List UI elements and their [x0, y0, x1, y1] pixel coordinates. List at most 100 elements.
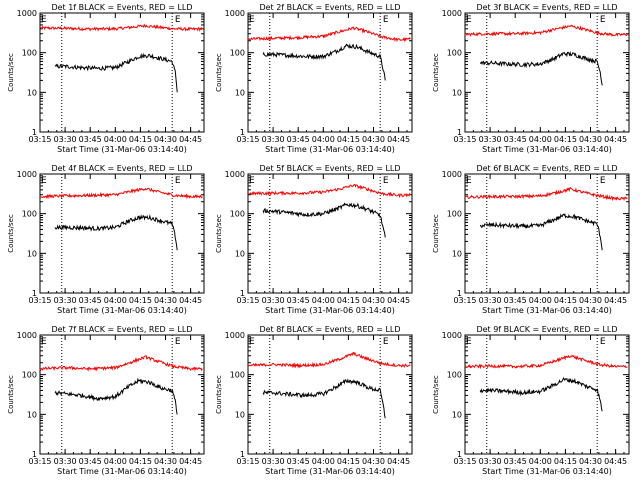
x-tick-label: 04:30 — [579, 296, 602, 305]
e-marker: E — [383, 337, 389, 347]
x-axis-label: Start Time (31-Mar-06 03:14:40) — [482, 306, 612, 315]
x-tick-label: 03:15 — [453, 296, 476, 305]
x-tick-label: 03:30 — [54, 135, 77, 144]
y-tick-label: 1000 — [225, 331, 245, 340]
lld-rate-line — [39, 187, 203, 200]
y-tick-label: 10 — [27, 88, 37, 97]
y-tick-label: 10 — [235, 88, 245, 97]
plot-frame — [247, 12, 413, 133]
x-axis-label: Start Time (31-Mar-06 03:14:40) — [57, 306, 187, 315]
x-tick-label: 03:30 — [479, 135, 502, 144]
x-tick-label: 03:30 — [262, 135, 285, 144]
events-rate-line — [54, 377, 178, 415]
x-tick-label: 03:30 — [54, 457, 77, 466]
y-tick-label: 1 — [457, 450, 462, 459]
y-tick-label: 100 — [22, 371, 37, 380]
lld-rate-line — [247, 26, 411, 43]
x-tick-label: 03:45 — [79, 296, 102, 305]
y-tick-label: 10 — [452, 410, 462, 419]
panel-title: Det 4f BLACK = Events, RED = LLD — [51, 164, 192, 173]
y-tick-label: 1000 — [442, 9, 462, 18]
x-tick-label: 04:45 — [179, 296, 202, 305]
y-tick-label: 1 — [32, 450, 37, 459]
x-tick-label: 03:15 — [236, 135, 259, 144]
y-tick-label: 10 — [27, 249, 37, 258]
lld-rate-line — [39, 23, 203, 32]
x-tick-label: 04:00 — [529, 296, 552, 305]
x-tick-label: 03:45 — [287, 135, 310, 144]
x-tick-label: 03:15 — [28, 296, 51, 305]
plot-frame — [464, 334, 630, 455]
y-axis-label: Counts/sec — [215, 375, 223, 414]
lld-rate-line — [247, 351, 411, 369]
y-tick-label: 1 — [240, 128, 245, 137]
e-marker: E — [600, 337, 606, 347]
detector-panel-7: Det 7f BLACK = Events, RED = LLD 1 10 100 10… — [7, 325, 205, 476]
x-tick-label: 04:15 — [129, 135, 152, 144]
x-tick-label: 03:15 — [28, 457, 51, 466]
e-marker: E — [466, 15, 472, 25]
y-tick-label: 1000 — [17, 331, 37, 340]
x-tick-label: 04:15 — [337, 135, 360, 144]
x-tick-label: 03:30 — [262, 457, 285, 466]
y-tick-label: 1 — [240, 450, 245, 459]
x-tick-label: 03:45 — [504, 296, 527, 305]
x-axis-label: Start Time (31-Mar-06 03:14:40) — [57, 145, 187, 154]
y-axis-label: Counts/sec — [7, 53, 15, 92]
x-tick-label: 03:45 — [504, 457, 527, 466]
y-tick-label: 1000 — [442, 331, 462, 340]
x-tick-label: 03:30 — [479, 296, 502, 305]
y-tick-label: 100 — [230, 371, 245, 380]
x-tick-label: 04:15 — [337, 296, 360, 305]
y-tick-label: 100 — [230, 210, 245, 219]
x-tick-label: 03:45 — [287, 296, 310, 305]
y-axis-label: Counts/sec — [432, 375, 440, 414]
plot-frame — [39, 334, 205, 455]
y-axis-label: Counts/sec — [215, 214, 223, 253]
detector-panel-1: Det 1f BLACK = Events, RED = LLD 1 10 100 10… — [7, 3, 205, 154]
x-tick-label: 04:00 — [104, 457, 127, 466]
plot-frame — [464, 12, 630, 133]
detector-panel-4: Det 4f BLACK = Events, RED = LLD 1 10 100 10… — [7, 164, 205, 315]
y-tick-label: 10 — [235, 410, 245, 419]
x-tick-label: 03:45 — [287, 457, 310, 466]
x-tick-label: 04:15 — [129, 457, 152, 466]
x-tick-label: 04:00 — [529, 457, 552, 466]
panel-title: Det 7f BLACK = Events, RED = LLD — [51, 325, 192, 334]
events-rate-line — [479, 377, 603, 412]
x-tick-label: 04:00 — [312, 457, 335, 466]
e-marker: E — [249, 176, 255, 186]
events-rate-line — [479, 212, 603, 251]
e-marker: E — [383, 15, 389, 25]
e-marker: E — [175, 15, 181, 25]
detector-panel-3: Det 3f BLACK = Events, RED = LLD 1 10 100 10… — [432, 3, 630, 154]
y-tick-label: 10 — [27, 410, 37, 419]
x-tick-label: 03:30 — [479, 457, 502, 466]
x-tick-label: 04:30 — [362, 296, 385, 305]
lld-rate-line — [464, 354, 628, 370]
x-tick-label: 03:15 — [236, 457, 259, 466]
x-tick-label: 03:45 — [504, 135, 527, 144]
events-rate-line — [54, 52, 178, 93]
x-tick-label: 04:45 — [387, 135, 410, 144]
x-axis-label: Start Time (31-Mar-06 03:14:40) — [265, 306, 395, 315]
y-tick-label: 100 — [447, 49, 462, 58]
e-marker: E — [466, 176, 472, 186]
e-marker: E — [466, 337, 472, 347]
x-tick-label: 04:00 — [104, 135, 127, 144]
x-tick-label: 04:30 — [362, 457, 385, 466]
x-tick-label: 04:30 — [579, 135, 602, 144]
x-axis-label: Start Time (31-Mar-06 03:14:40) — [482, 467, 612, 476]
e-marker: E — [41, 15, 47, 25]
panel-title: Det 2f BLACK = Events, RED = LLD — [259, 3, 400, 12]
y-tick-label: 1 — [457, 128, 462, 137]
y-tick-label: 1000 — [442, 170, 462, 179]
y-tick-label: 100 — [447, 371, 462, 380]
x-axis-label: Start Time (31-Mar-06 03:14:40) — [265, 145, 395, 154]
y-tick-label: 100 — [22, 49, 37, 58]
panel-title: Det 8f BLACK = Events, RED = LLD — [259, 325, 400, 334]
x-tick-label: 03:15 — [236, 296, 259, 305]
panel-title: Det 6f BLACK = Events, RED = LLD — [476, 164, 617, 173]
y-tick-label: 1 — [240, 289, 245, 298]
